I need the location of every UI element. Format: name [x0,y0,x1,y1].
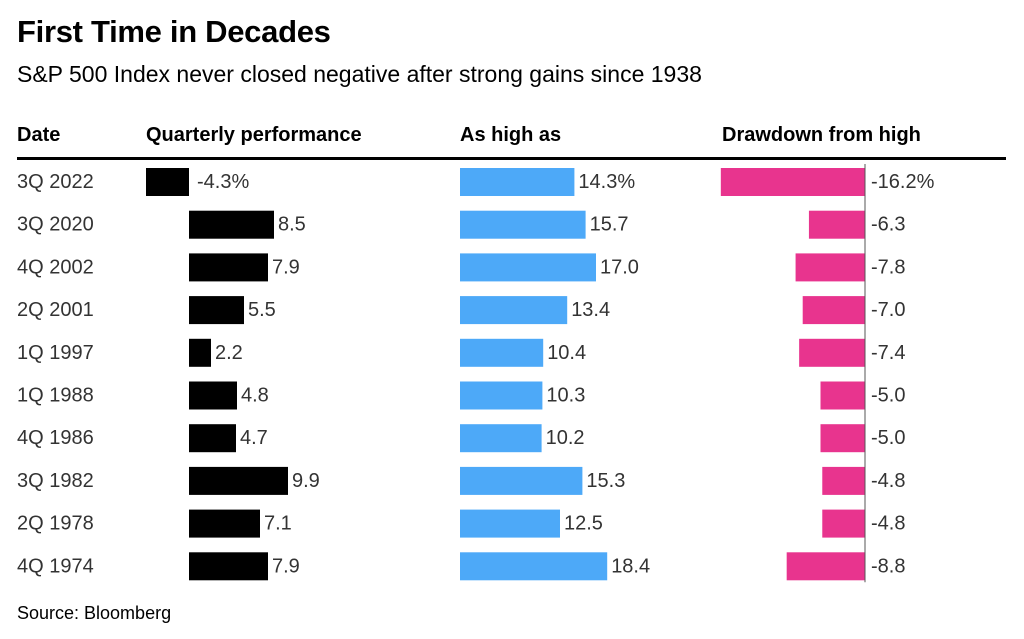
quarterly-performance-value-label: 4.7 [240,427,268,449]
as-high-as-bar [460,552,608,581]
as-high-as-bar [460,466,583,495]
as-high-as-value-label: 18.4 [611,555,650,577]
as-high-as-bar [460,253,596,282]
as-high-as-bar [460,338,544,367]
drawdown-from-high-value-label: -7.0 [871,299,905,321]
drawdown-from-high-bar [786,552,865,581]
drawdown-from-high-value-label: -7.4 [871,342,905,364]
as-high-as-value-label: 10.4 [547,342,586,364]
quarterly-performance-bar [189,253,268,282]
drawdown-from-high-value-label: -5.0 [871,427,905,449]
drawdown-from-high-bar [820,424,865,453]
quarterly-performance-value-label: -4.3% [197,171,249,193]
quarterly-performance-value-label: 7.9 [272,555,300,577]
as-high-as-value-label: 12.5 [564,513,603,535]
date-label: 4Q 1974 [17,555,94,577]
date-label: 3Q 2022 [17,171,94,193]
date-label: 4Q 1986 [17,427,94,449]
drawdown-from-high-value-label: -6.3 [871,214,905,236]
date-label: 2Q 2001 [17,299,94,321]
as-high-as-bar [460,381,543,410]
quarterly-performance-value-label: 7.1 [264,513,292,535]
date-label: 1Q 1997 [17,342,94,364]
drawdown-from-high-bar [802,296,865,325]
drawdown-from-high-bar [822,466,865,495]
as-high-as-value-label: 14.3% [578,171,635,193]
drawdown-from-high-value-label: -5.0 [871,385,905,407]
drawdown-from-high-value-label: -7.8 [871,256,905,278]
quarterly-performance-bar [189,296,244,325]
quarterly-performance-bar [189,552,268,581]
as-high-as-value-label: 15.3 [586,470,625,492]
column-header-date: Date [17,124,61,146]
date-label: 3Q 2020 [17,214,94,236]
quarterly-performance-bar [146,168,189,196]
as-high-as-bar [460,168,575,196]
drawdown-from-high-bar [795,253,865,282]
chart-subtitle: S&P 500 Index never closed negative afte… [17,61,702,87]
as-high-as-value-label: 10.3 [546,385,585,407]
drawdown-from-high-value-label: -8.8 [871,555,905,577]
quarterly-performance-value-label: 7.9 [272,256,300,278]
quarterly-performance-value-label: 2.2 [215,342,243,364]
as-high-as-bar [460,424,542,453]
as-high-as-bar [460,210,586,239]
quarterly-performance-value-label: 9.9 [292,470,320,492]
as-high-as-value-label: 15.7 [590,214,629,236]
as-high-as-bar [460,296,568,325]
drawdown-from-high-value-label: -4.8 [871,470,905,492]
drawdown-from-high-value-label: -4.8 [871,513,905,535]
drawdown-from-high-bar [720,168,865,196]
chart-title: First Time in Decades [17,14,331,49]
column-header-as-high-as: As high as [460,124,562,146]
as-high-as-value-label: 13.4 [571,299,610,321]
date-label: 3Q 1982 [17,470,94,492]
as-high-as-value-label: 17.0 [600,256,639,278]
quarterly-performance-bar [189,509,260,538]
quarterly-performance-value-label: 8.5 [278,214,306,236]
drawdown-from-high-bar [808,210,865,239]
date-label: 4Q 2002 [17,256,94,278]
quarterly-performance-bar [189,466,288,495]
quarterly-performance-value-label: 4.8 [241,385,269,407]
column-header-drawdown-from-high: Drawdown from high [722,124,921,146]
source-note: Source: Bloomberg [17,603,172,623]
as-high-as-value-label: 10.2 [546,427,585,449]
drawdown-from-high-bar [820,381,865,410]
quarterly-performance-value-label: 5.5 [248,299,276,321]
quarterly-performance-bar [189,210,274,239]
quarterly-performance-bar [189,424,236,453]
column-header-quarterly-performance: Quarterly performance [146,124,362,146]
quarterly-performance-bar [189,338,211,367]
drawdown-from-high-value-label: -16.2% [871,171,935,193]
quarterly-performance-bar [189,381,237,410]
date-label: 1Q 1988 [17,385,94,407]
header-rule [17,157,1006,160]
drawdown-from-high-bar [799,338,865,367]
drawdown-from-high-bar [822,509,865,538]
date-label: 2Q 1978 [17,513,94,535]
as-high-as-bar [460,509,560,538]
